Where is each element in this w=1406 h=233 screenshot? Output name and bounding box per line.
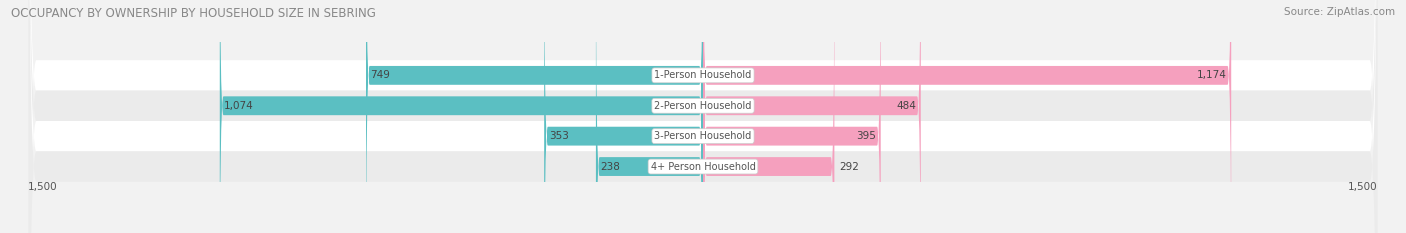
FancyBboxPatch shape (703, 0, 921, 233)
Text: 353: 353 (548, 131, 568, 141)
Text: 749: 749 (371, 70, 391, 80)
Text: 4+ Person Household: 4+ Person Household (651, 161, 755, 171)
FancyBboxPatch shape (28, 0, 1378, 233)
FancyBboxPatch shape (28, 0, 1378, 233)
FancyBboxPatch shape (28, 0, 1378, 233)
FancyBboxPatch shape (703, 0, 834, 233)
Text: 1,174: 1,174 (1197, 70, 1226, 80)
FancyBboxPatch shape (596, 0, 703, 233)
FancyBboxPatch shape (366, 0, 703, 233)
Text: 484: 484 (897, 101, 917, 111)
Text: 2-Person Household: 2-Person Household (654, 101, 752, 111)
FancyBboxPatch shape (219, 0, 703, 233)
FancyBboxPatch shape (703, 0, 1232, 233)
Text: 1,074: 1,074 (225, 101, 254, 111)
Text: OCCUPANCY BY OWNERSHIP BY HOUSEHOLD SIZE IN SEBRING: OCCUPANCY BY OWNERSHIP BY HOUSEHOLD SIZE… (11, 7, 377, 20)
Text: 1,500: 1,500 (28, 182, 58, 192)
Text: 238: 238 (600, 161, 620, 171)
Text: 292: 292 (839, 161, 859, 171)
FancyBboxPatch shape (544, 0, 703, 233)
FancyBboxPatch shape (703, 0, 880, 233)
FancyBboxPatch shape (28, 0, 1378, 233)
Text: Source: ZipAtlas.com: Source: ZipAtlas.com (1284, 7, 1395, 17)
Text: 3-Person Household: 3-Person Household (654, 131, 752, 141)
Text: 395: 395 (856, 131, 876, 141)
Text: 1-Person Household: 1-Person Household (654, 70, 752, 80)
Text: 1,500: 1,500 (1348, 182, 1378, 192)
